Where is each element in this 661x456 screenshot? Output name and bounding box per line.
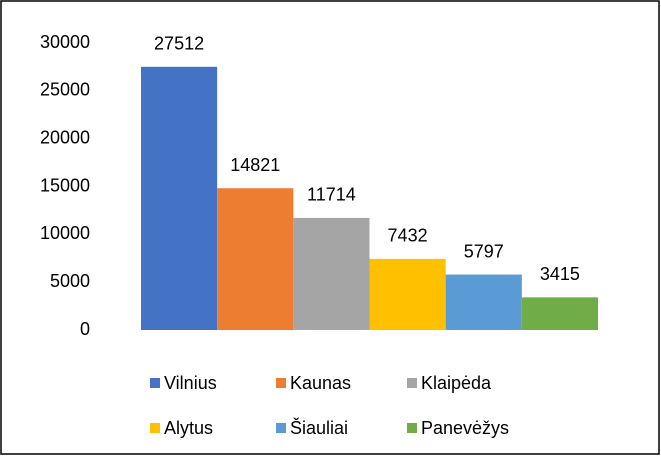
data-label: 11714 xyxy=(307,185,356,205)
legend-label: Klaipėda xyxy=(421,373,492,393)
legend-swatch xyxy=(407,378,417,388)
legend-label: Panevėžys xyxy=(421,418,509,438)
legend-swatch xyxy=(150,423,160,433)
data-label: 14821 xyxy=(230,155,280,175)
y-tick-label: 15000 xyxy=(40,175,90,195)
bar xyxy=(369,258,446,330)
legend-swatch xyxy=(276,378,286,388)
y-tick-label: 5000 xyxy=(50,271,90,291)
y-tick-label: 25000 xyxy=(40,80,90,100)
bar xyxy=(141,66,218,330)
y-tick-label: 10000 xyxy=(40,223,90,243)
y-tick-label: 20000 xyxy=(40,127,90,147)
legend-label: Kaunas xyxy=(290,373,351,393)
legend-label: Vilnius xyxy=(164,373,217,393)
bar xyxy=(445,274,522,330)
y-tick-label: 0 xyxy=(80,319,90,339)
data-label: 5797 xyxy=(464,241,504,261)
data-label: 3415 xyxy=(540,264,580,284)
bar xyxy=(521,297,598,330)
legend-swatch xyxy=(407,423,417,433)
y-tick-label: 30000 xyxy=(40,32,90,52)
legend-label: Šiauliai xyxy=(290,417,348,438)
legend-swatch xyxy=(276,423,286,433)
bar xyxy=(217,188,294,330)
bar xyxy=(293,217,370,330)
legend-swatch xyxy=(150,378,160,388)
data-label: 7432 xyxy=(388,226,428,246)
data-label: 27512 xyxy=(154,34,204,54)
legend-label: Alytus xyxy=(164,418,213,438)
